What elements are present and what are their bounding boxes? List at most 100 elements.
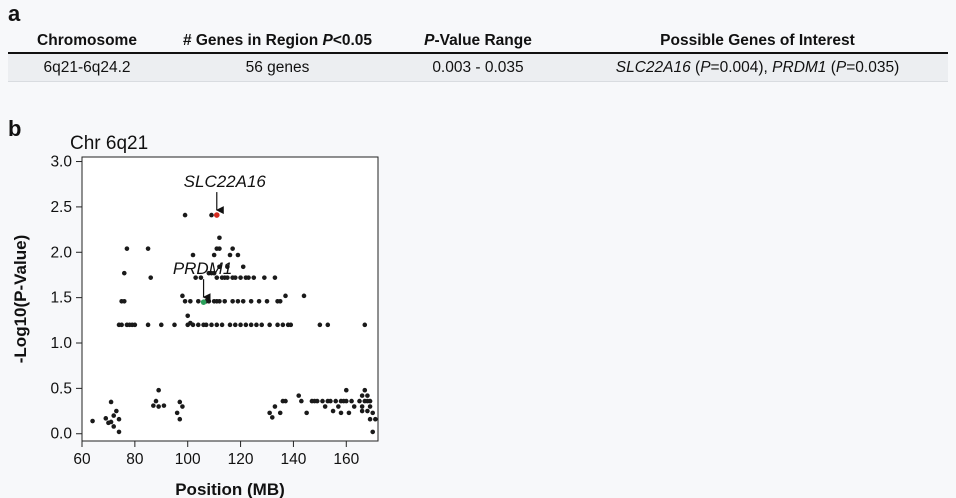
data-point [132, 322, 138, 328]
data-point [365, 393, 370, 398]
cell-genes-of-interest: SLC22A16 (P=0.004), PRDM1 (P=0.035) [567, 53, 948, 82]
data-point [248, 298, 254, 304]
data-point [248, 322, 254, 328]
data-point [121, 298, 127, 304]
data-point [182, 212, 188, 218]
y-axis: 0.0 0.5 1.0 1.5 2.0 2.5 3.0 [50, 154, 82, 443]
y-tick-label: 1.0 [50, 335, 72, 352]
data-point [277, 298, 283, 304]
data-point [269, 415, 275, 420]
data-point [246, 275, 251, 280]
data-point [367, 404, 373, 409]
data-point [153, 398, 159, 404]
gene-annotations: SLC22A16 PRDM1 [173, 172, 266, 302]
y-tick-label: 3.0 [50, 154, 72, 171]
data-point [151, 403, 156, 408]
data-point [217, 298, 222, 304]
y-tick-label: 0.5 [50, 380, 72, 397]
data-point [288, 322, 294, 328]
data-point [103, 416, 109, 421]
data-point [277, 410, 283, 416]
data-point [362, 387, 368, 393]
data-point [346, 410, 352, 416]
data-point [343, 398, 349, 404]
data-point [177, 399, 183, 405]
data-point [219, 322, 225, 328]
data-point [362, 322, 368, 328]
header-chromosome: Chromosome [8, 29, 166, 54]
chart-title: Chr 6q21 [70, 133, 148, 154]
x-tick-label: 140 [280, 451, 306, 468]
header-genes-in-region: # Genes in Region P<0.05 [166, 29, 389, 54]
y-tick-label: 0.0 [50, 426, 72, 443]
data-point [232, 275, 238, 280]
x-tick-label: 120 [228, 451, 254, 468]
data-point [262, 275, 267, 280]
data-point [296, 393, 302, 398]
data-point [177, 416, 183, 422]
x-tick-label: 100 [175, 451, 201, 468]
data-point [182, 298, 188, 304]
x-tick-label: 60 [73, 451, 91, 468]
gene-slc22a16: SLC22A16 [615, 59, 691, 76]
data-point [230, 298, 235, 304]
data-point [230, 246, 235, 251]
data-point [225, 264, 230, 270]
data-point [158, 322, 164, 328]
data-point [211, 270, 217, 276]
data-point [116, 429, 122, 435]
data-point [367, 398, 373, 404]
data-point [108, 399, 114, 405]
data-point [314, 398, 320, 404]
data-point [180, 404, 185, 409]
data-point [116, 416, 122, 422]
data-point [325, 322, 331, 328]
data-point [209, 212, 214, 218]
data-point [108, 419, 114, 425]
data-point [214, 275, 220, 280]
data-point [359, 404, 365, 409]
cell-pvalue-range: 0.003 - 0.035 [389, 53, 567, 82]
data-point [357, 398, 362, 404]
x-tick-label: 80 [126, 451, 144, 468]
table-row: 6q21-6q24.2 56 genes 0.003 - 0.035 SLC22… [8, 53, 948, 82]
table-header-row: Chromosome # Genes in Region P<0.05 P-Va… [8, 29, 948, 54]
annotation-label: PRDM1 [173, 259, 233, 278]
data-point [322, 404, 328, 409]
data-point [256, 298, 262, 304]
data-point [330, 408, 336, 414]
cell-chromosome: 6q21-6q24.2 [8, 53, 166, 82]
panel-b-label: b [8, 116, 22, 141]
data-point [217, 264, 222, 270]
y-tick-label: 2.0 [50, 244, 72, 261]
data-point [195, 298, 201, 304]
genes-table: Chromosome # Genes in Region P<0.05 P-Va… [8, 29, 948, 82]
data-point [225, 275, 230, 280]
data-point [227, 322, 233, 328]
x-axis-title: Position (MB) [175, 480, 285, 498]
data-point [111, 413, 117, 418]
data-point [283, 293, 288, 299]
data-point [304, 410, 309, 416]
data-point [235, 252, 241, 258]
data-point [283, 398, 288, 404]
data-point [195, 322, 201, 328]
header-pvalue-range: P-Value Range [389, 29, 567, 54]
data-point [338, 410, 344, 416]
data-point [156, 404, 161, 409]
data-point [254, 322, 259, 328]
data-point [251, 275, 257, 280]
data-point [90, 418, 95, 424]
y-axis-title: -Log10(P-Value) [11, 235, 30, 363]
data-point [272, 404, 278, 409]
data-point [240, 298, 246, 304]
data-point [365, 408, 370, 414]
plot-area [81, 156, 379, 442]
data-point [185, 313, 191, 319]
x-axis: 60 80 100 120 140 160 [73, 441, 360, 468]
data-point [359, 393, 365, 398]
data-point [301, 293, 307, 299]
x-tick-label: 160 [333, 451, 359, 468]
data-point [214, 322, 220, 328]
